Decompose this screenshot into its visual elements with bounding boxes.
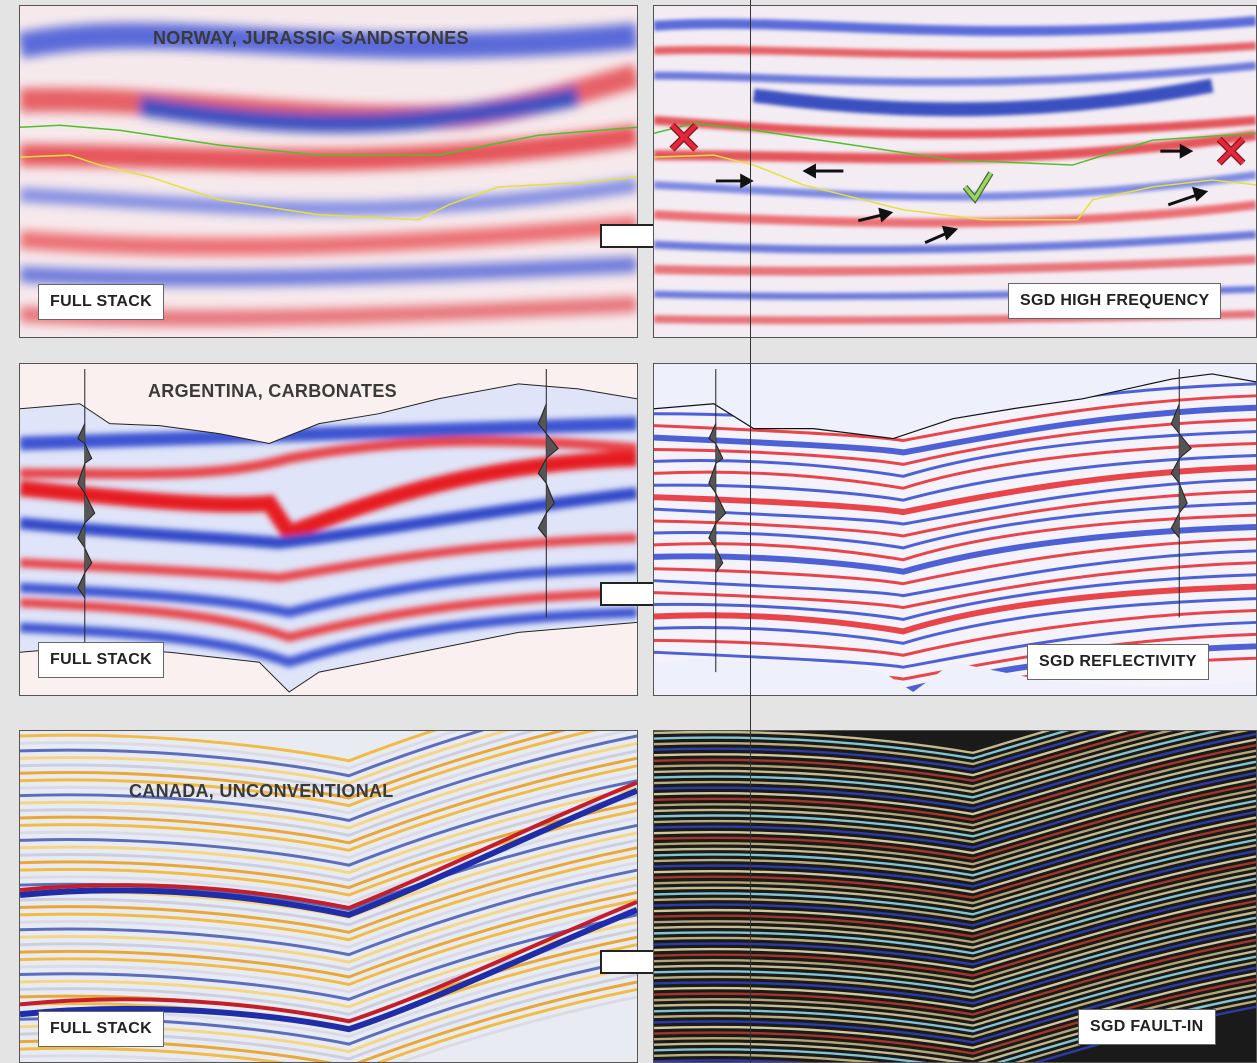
method-label: SGD FAULT-IN: [1078, 1009, 1216, 1045]
argentina-full-stack-panel: ARGENTINA, CARBONATES FULL STACK: [19, 363, 638, 696]
seismic-section-image: [20, 22, 637, 327]
small-arrow-icon: [715, 143, 1209, 244]
method-label: SGD REFLECTIVITY: [1027, 644, 1209, 680]
norway-sgd-panel: SGD HIGH FREQUENCY: [653, 5, 1257, 338]
region-title: CANADA, UNCONVENTIONAL: [129, 781, 394, 801]
seismic-section-image: [20, 368, 637, 693]
method-label: FULL STACK: [38, 642, 164, 678]
region-title: ARGENTINA, CARBONATES: [148, 381, 397, 401]
method-label: SGD HIGH FREQUENCY: [1008, 283, 1222, 319]
argentina-sgd-panel: SGD REFLECTIVITY: [653, 363, 1257, 696]
divider-line: [750, 0, 751, 1063]
x-mark-icon: [1216, 136, 1246, 166]
canada-full-stack-panel: CANADA, UNCONVENTIONAL FULL STACK: [19, 730, 638, 1063]
well-log-icon: [77, 368, 559, 643]
well-log-icon: [708, 368, 1192, 673]
canada-sgd-panel: SGD FAULT-IN: [653, 730, 1257, 1063]
method-label: FULL STACK: [38, 284, 164, 320]
seismic-section-image: [20, 731, 637, 1062]
norway-full-stack-panel: NORWAY, JURASSIC SANDSTONES FULL STACK: [19, 5, 638, 338]
x-mark-icon: [669, 122, 699, 152]
region-title: NORWAY, JURASSIC SANDSTONES: [153, 28, 469, 48]
seismic-section-image: [654, 368, 1256, 693]
seismic-section-image: [654, 731, 1256, 1062]
method-label: FULL STACK: [38, 1011, 164, 1047]
